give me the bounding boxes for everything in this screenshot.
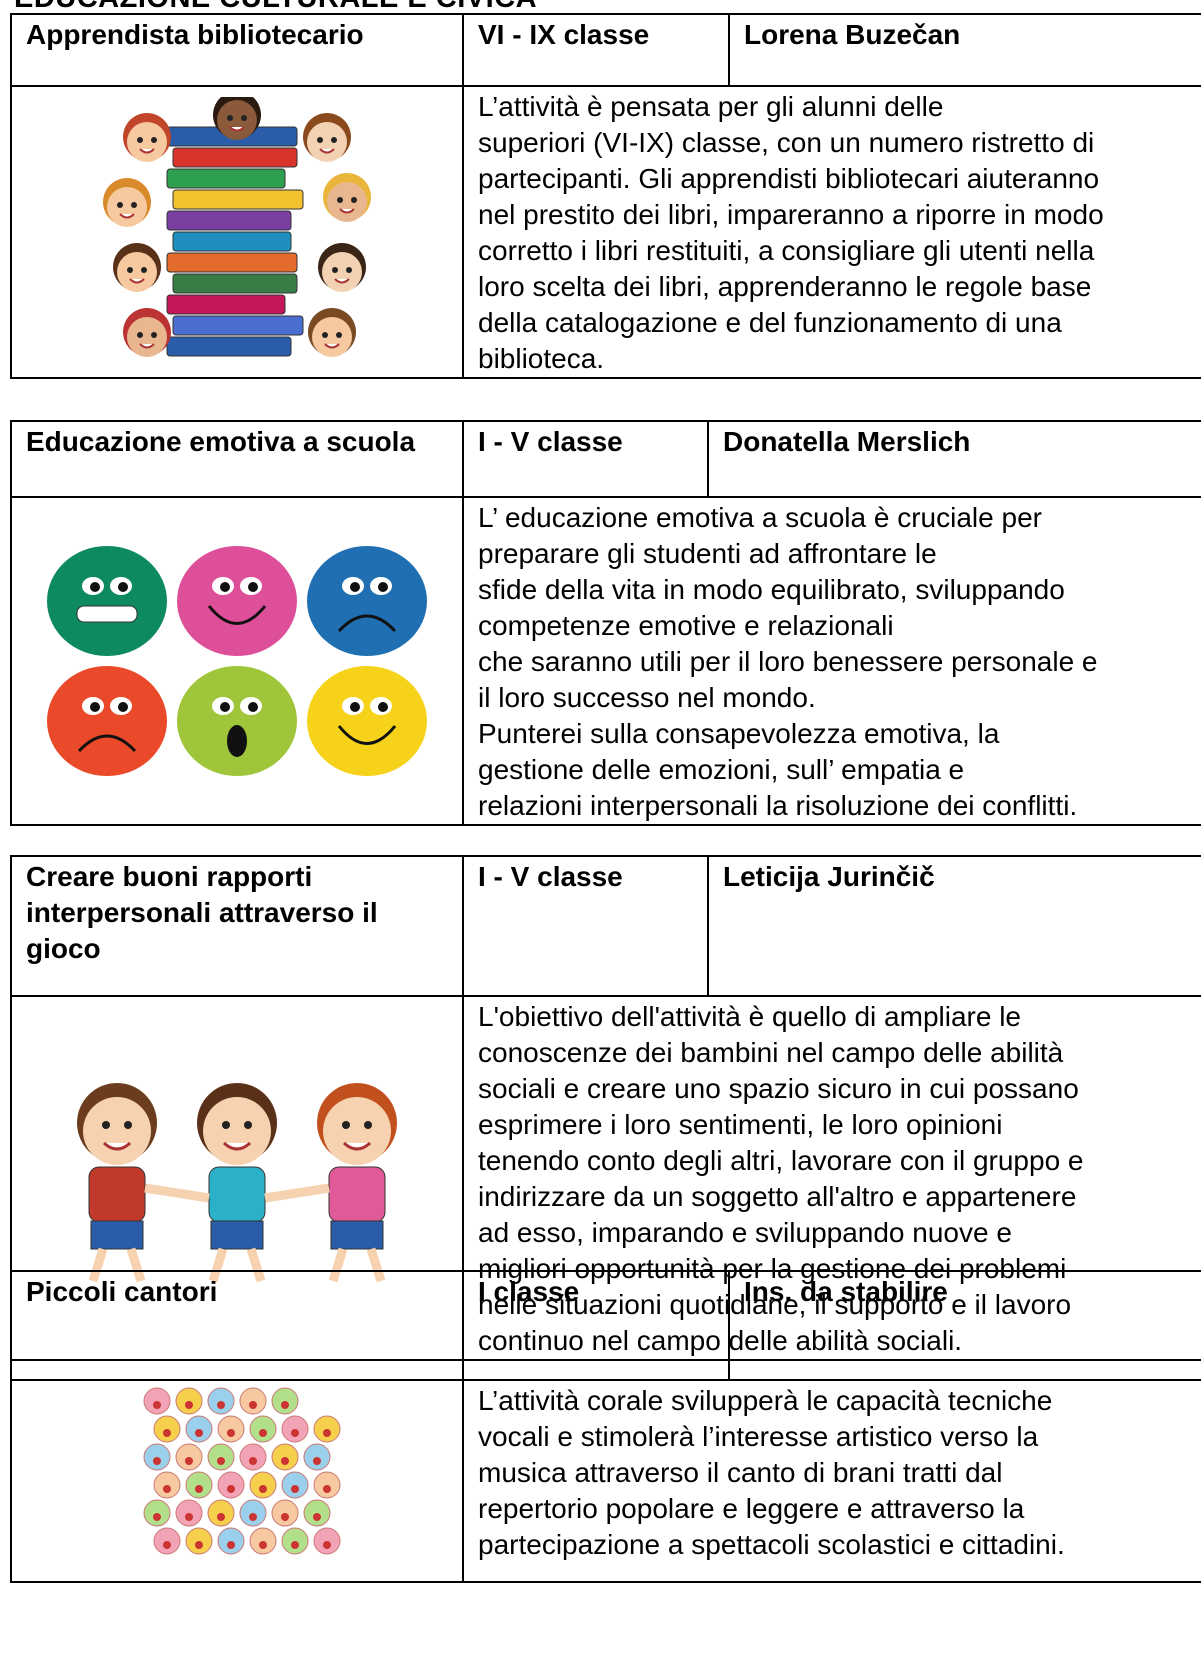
body-row: L’attività corale svilupperà le capacità… — [10, 1379, 1201, 1583]
activity-class: I - V classe — [462, 855, 709, 997]
description-line: L’ educazione emotiva a scuola è crucial… — [478, 502, 1042, 533]
activity-title: Apprendista bibliotecario — [10, 13, 464, 87]
header-row: Creare buoni rapporti interpersonali att… — [10, 855, 1201, 997]
activity-description: L’attività è pensata per gli alunni dell… — [462, 85, 1201, 379]
description-line: corretto i libri restituiti, a consiglia… — [478, 235, 1095, 266]
activity-image — [10, 496, 464, 826]
description-line: conoscenze dei bambini nel campo delle a… — [478, 1037, 1064, 1068]
activity-teacher: Ins. da stabilire — [728, 1270, 1201, 1381]
description-line: sfide della vita in modo equilibrato, sv… — [478, 574, 1065, 605]
description-line: tenendo conto degli altri, lavorare con … — [478, 1145, 1084, 1176]
body-row: L’attività è pensata per gli alunni dell… — [10, 85, 1201, 379]
description-line: vocali e stimolerà l’interesse artistico… — [478, 1421, 1039, 1452]
activity-image — [10, 85, 464, 379]
description-line: esprimere i loro sentimenti, le loro opi… — [478, 1109, 1003, 1140]
description-line: L'obiettivo dell'attività è quello di am… — [478, 1001, 1022, 1032]
activity-title: Piccoli cantori — [10, 1270, 464, 1381]
activity-class: I - V classe — [462, 420, 709, 498]
description-line: competenze emotive e relazionali — [478, 610, 894, 641]
description-line: Punterei sulla consapevolezza emotiva, l… — [478, 718, 1000, 749]
description-line: musica attraverso il canto di brani trat… — [478, 1457, 1003, 1488]
body-row: L’ educazione emotiva a scuola è crucial… — [10, 496, 1201, 826]
illustration — [103, 97, 371, 357]
description-line: indirizzare da un soggetto all'altro e a… — [478, 1181, 1077, 1212]
activity-title: Creare buoni rapporti interpersonali att… — [10, 855, 464, 997]
description-line: biblioteca. — [478, 343, 605, 374]
header-row: Educazione emotiva a scuola I - V classe D… — [10, 420, 1201, 498]
activity-image — [10, 1379, 464, 1583]
description-line: che saranno utili per il loro benessere … — [478, 646, 1098, 677]
activity-table: Apprendista bibliotecario VI - IX classe L… — [10, 13, 1201, 379]
activity-class: VI - IX classe — [462, 13, 730, 87]
activity-class: I classe — [462, 1270, 730, 1381]
activity-teacher: Lorena Buzečan — [728, 13, 1201, 87]
header-row: Piccoli cantori I classe Ins. da stabilire — [10, 1270, 1201, 1381]
description-line: della catalogazione e del funzionamento … — [478, 307, 1062, 338]
activity-description: L’ educazione emotiva a scuola è crucial… — [462, 496, 1201, 826]
illustration — [47, 546, 427, 776]
description-line: ad esso, imparando e sviluppando nuove e — [478, 1217, 1012, 1248]
description-line: partecipazione a spettacoli scolastici e… — [478, 1529, 1065, 1560]
description-line: repertorio popolare e leggere e attraver… — [478, 1493, 1025, 1524]
description-line: preparare gli studenti ad affrontare le — [478, 538, 937, 569]
description-line: L’attività è pensata per gli alunni dell… — [478, 91, 944, 122]
description-line: sociali e creare uno spazio sicuro in cu… — [478, 1073, 1079, 1104]
description-line: loro scelta dei libri, apprenderanno le … — [478, 271, 1092, 302]
activity-table: Educazione emotiva a scuola I - V classe D… — [10, 420, 1201, 826]
header-row: Apprendista bibliotecario VI - IX classe L… — [10, 13, 1201, 87]
description-line: superiori (VI-IX) classe, con un numero … — [478, 127, 1095, 158]
activity-title: Educazione emotiva a scuola — [10, 420, 464, 498]
description-line: L’attività corale svilupperà le capacità… — [478, 1385, 1053, 1416]
illustration — [143, 1387, 341, 1555]
activity-teacher: Leticija Jurinčič — [707, 855, 1201, 997]
description-line: nel prestito dei libri, impareranno a ri… — [478, 199, 1104, 230]
activity-teacher: Donatella Merslich — [707, 420, 1201, 498]
activity-table: Piccoli cantori I classe Ins. da stabilire… — [10, 1270, 1201, 1583]
activity-description: L’attività corale svilupperà le capacità… — [462, 1379, 1201, 1583]
description-line: relazioni interpersonali la risoluzione … — [478, 790, 1078, 821]
illustration — [77, 1083, 397, 1283]
description-line: gestione delle emozioni, sull’ empatia e — [478, 754, 965, 785]
description-line: partecipanti. Gli apprendisti biblioteca… — [478, 163, 1100, 194]
description-line: il loro successo nel mondo. — [478, 682, 816, 713]
section-heading: EDUCAZIONE CULTURALE E CIVICA — [14, 0, 537, 15]
